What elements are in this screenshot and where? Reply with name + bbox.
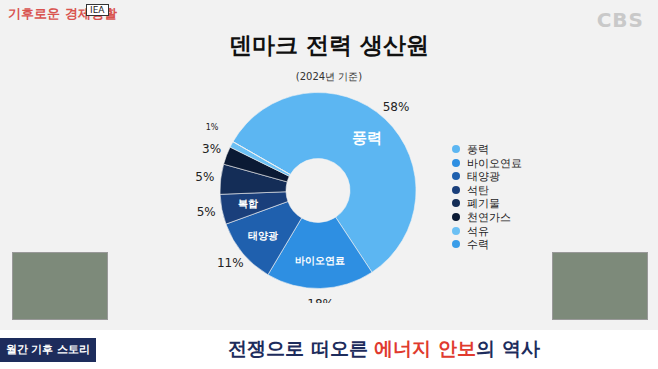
html-text:월간 기후 스토리: 월간 기후 스토리 bbox=[5, 343, 91, 356]
html-text:태양광: 태양광 bbox=[467, 170, 500, 183]
svg-text:바이오연료: 바이오연료 bbox=[295, 255, 345, 266]
svg-text:1%: 1% bbox=[206, 123, 219, 132]
html-text:덴마크 전력 생산원: 덴마크 전력 생산원 bbox=[229, 32, 429, 58]
svg-text:5%: 5% bbox=[197, 205, 216, 219]
svg-text:5%: 5% bbox=[195, 170, 214, 184]
html-text:IEA: IEA bbox=[90, 5, 105, 15]
html-text:풍력: 풍력 bbox=[467, 143, 489, 155]
html-text:바이오연료: 바이오연료 bbox=[467, 156, 522, 169]
svg-text:11%: 11% bbox=[217, 256, 244, 270]
html-text:석탄: 석탄 bbox=[467, 183, 489, 196]
html-text:CBS: CBS bbox=[596, 8, 644, 32]
svg-text:58%: 58% bbox=[383, 100, 410, 114]
svg-text:복합: 복합 bbox=[238, 198, 258, 209]
svg-text:태양광: 태양광 bbox=[248, 230, 278, 241]
html-text:폐기물: 폐기물 bbox=[467, 197, 500, 210]
html-text:기후로운 경제생활: 기후로운 경제생활 bbox=[8, 6, 117, 21]
svg-text:풍력: 풍력 bbox=[352, 129, 382, 147]
svg-text:18%: 18% bbox=[307, 297, 334, 303]
html-text:천연가스: 천연가스 bbox=[467, 211, 511, 223]
html-text:수력: 수력 bbox=[467, 238, 489, 251]
html-text:(2024년 기준): (2024년 기준) bbox=[295, 71, 363, 82]
svg-text:3%: 3% bbox=[202, 142, 221, 156]
html-text:전쟁으로 떠오른에너지 안보의 역사: 전쟁으로 떠오른에너지 안보의 역사 bbox=[228, 337, 540, 359]
html-text:석유: 석유 bbox=[467, 224, 489, 237]
